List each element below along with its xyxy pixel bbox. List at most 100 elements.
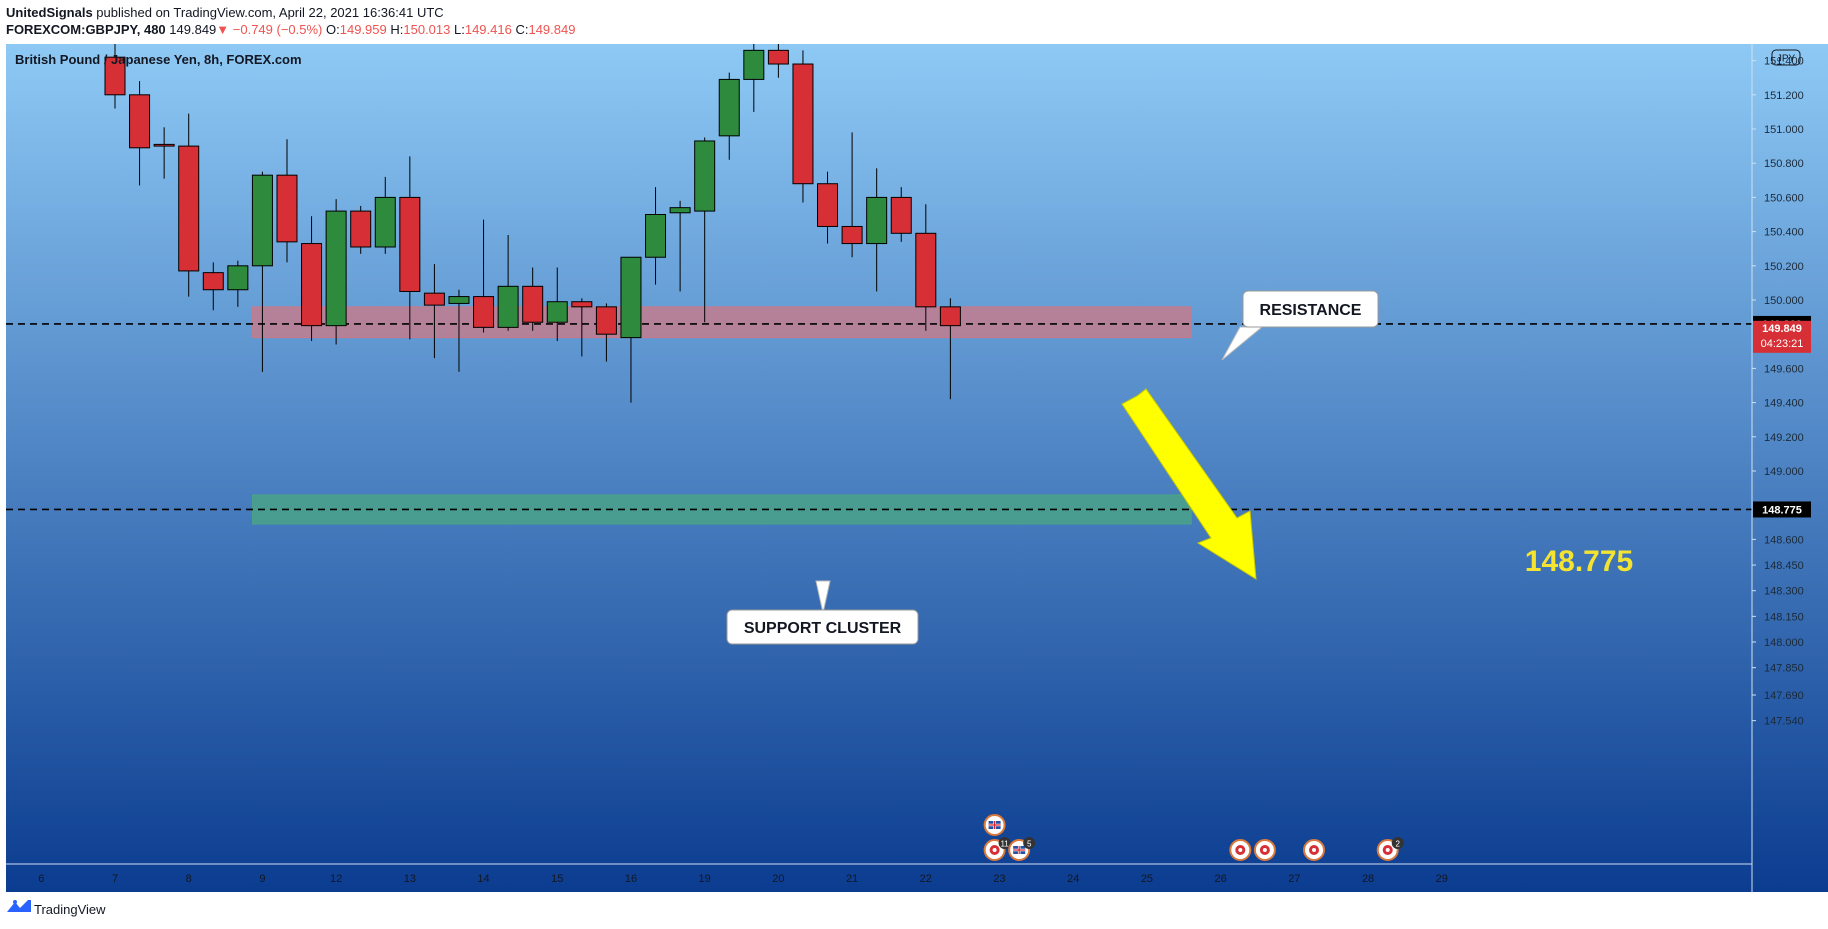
x-tick-label: 16 bbox=[625, 873, 637, 885]
x-tick-label: 6 bbox=[38, 873, 44, 885]
candle-body bbox=[129, 94, 151, 149]
candle[interactable] bbox=[571, 298, 593, 357]
low-value: 149.416 bbox=[464, 22, 512, 37]
candle[interactable] bbox=[178, 113, 200, 297]
candle[interactable] bbox=[915, 204, 937, 331]
x-tick-label: 19 bbox=[699, 873, 711, 885]
resistance-zone[interactable] bbox=[252, 306, 1192, 339]
y-tick-label: 149.400 bbox=[1764, 398, 1804, 410]
price-chart[interactable]: RESISTANCE SUPPORT CLUSTER 148.775 11 5 2 6 7… bbox=[0, 44, 1828, 892]
target-arrow[interactable] bbox=[1121, 388, 1257, 580]
candle[interactable] bbox=[890, 187, 912, 242]
candle[interactable] bbox=[669, 200, 691, 292]
last-price-label: 149.849 bbox=[1762, 323, 1802, 335]
y-tick-label: 149.000 bbox=[1764, 466, 1804, 478]
chart-area[interactable]: RESISTANCE SUPPORT CLUSTER 148.775 11 5 2 6 7… bbox=[0, 44, 1828, 892]
candle[interactable] bbox=[595, 303, 617, 362]
candle-body bbox=[767, 49, 789, 65]
price-change: ▼ −0.749 (−0.5%) bbox=[216, 22, 323, 37]
candle[interactable] bbox=[866, 168, 888, 292]
candle[interactable] bbox=[325, 199, 347, 345]
candle-body bbox=[399, 196, 421, 292]
y-tick-label: 151.200 bbox=[1764, 90, 1804, 102]
y-tick-label: 147.540 bbox=[1764, 716, 1804, 728]
candle[interactable] bbox=[399, 156, 421, 340]
y-tick-label: 148.450 bbox=[1764, 560, 1804, 572]
candle[interactable] bbox=[546, 267, 568, 342]
tradingview-logo-icon[interactable] bbox=[6, 898, 32, 914]
candle[interactable] bbox=[448, 289, 470, 372]
candle[interactable] bbox=[694, 137, 716, 323]
candle[interactable] bbox=[718, 72, 740, 160]
high-label: H: bbox=[390, 22, 404, 37]
candle[interactable] bbox=[423, 264, 445, 359]
currency-badge[interactable]: JPY bbox=[1771, 49, 1801, 66]
candle[interactable] bbox=[129, 81, 151, 186]
candle[interactable] bbox=[104, 44, 126, 109]
candle-body bbox=[178, 145, 200, 272]
candle[interactable] bbox=[251, 171, 273, 372]
candle[interactable] bbox=[227, 260, 249, 307]
x-tick-label: 8 bbox=[186, 873, 192, 885]
candle[interactable] bbox=[743, 44, 765, 112]
candle[interactable] bbox=[202, 262, 224, 311]
candle[interactable] bbox=[350, 205, 372, 254]
chart-header: UnitedSignals published on TradingView.c… bbox=[0, 0, 1828, 44]
candle[interactable] bbox=[841, 132, 863, 258]
x-tick-label: 22 bbox=[920, 873, 932, 885]
high-value: 150.013 bbox=[403, 22, 451, 37]
y-tick-label: 148.600 bbox=[1764, 534, 1804, 546]
candle-body bbox=[817, 183, 839, 227]
candle[interactable] bbox=[792, 50, 814, 203]
support-callout-box[interactable] bbox=[726, 609, 919, 645]
y-tick-label: 151.000 bbox=[1764, 124, 1804, 136]
event-count: 11 bbox=[1000, 840, 1009, 849]
publish-text: published on TradingView.com, April 22, … bbox=[92, 5, 444, 20]
target-price-label: 148.775 bbox=[1525, 545, 1633, 578]
x-tick-label: 21 bbox=[846, 873, 858, 885]
x-tick-label: 28 bbox=[1362, 873, 1374, 885]
y-tick-label: 149.600 bbox=[1764, 363, 1804, 375]
candle[interactable] bbox=[473, 219, 495, 333]
economic-event-uk-icon[interactable]: 5 bbox=[1008, 837, 1036, 861]
y-tick-label: 150.400 bbox=[1764, 227, 1804, 239]
economic-event-icon[interactable] bbox=[1303, 839, 1326, 861]
candle-body bbox=[595, 306, 617, 335]
candle[interactable] bbox=[276, 139, 298, 263]
x-tick-label: 7 bbox=[112, 873, 118, 885]
economic-event-icon[interactable] bbox=[1253, 839, 1276, 861]
candle-body bbox=[890, 196, 912, 234]
candle[interactable] bbox=[645, 187, 667, 285]
candle[interactable] bbox=[939, 298, 961, 400]
candle-body bbox=[301, 243, 323, 327]
candle[interactable] bbox=[522, 267, 544, 331]
resistance-callout-box[interactable] bbox=[1242, 290, 1379, 328]
candle[interactable] bbox=[767, 44, 789, 78]
candle[interactable] bbox=[153, 127, 175, 179]
candle-body bbox=[276, 174, 298, 243]
candle[interactable] bbox=[817, 171, 839, 244]
candle[interactable] bbox=[301, 216, 323, 342]
publisher-name[interactable]: UnitedSignals bbox=[6, 5, 93, 20]
tradingview-brand[interactable]: TradingView bbox=[34, 902, 106, 917]
candle-body bbox=[522, 285, 544, 323]
support-zone[interactable] bbox=[252, 494, 1192, 525]
x-tick-label: 26 bbox=[1215, 873, 1227, 885]
candle[interactable] bbox=[497, 235, 519, 331]
economic-event-icon[interactable]: 11 bbox=[983, 837, 1011, 861]
candle-body bbox=[546, 301, 568, 323]
candle-body bbox=[350, 210, 372, 248]
candle[interactable] bbox=[374, 176, 396, 254]
candle-body bbox=[423, 292, 445, 306]
candle-body bbox=[743, 49, 765, 80]
economic-event-uk-icon[interactable] bbox=[983, 814, 1006, 836]
economic-event-icon[interactable]: 2 bbox=[1376, 837, 1404, 861]
x-tick-label: 15 bbox=[551, 873, 563, 885]
candle[interactable] bbox=[620, 256, 642, 403]
footer: TradingView bbox=[0, 892, 1828, 929]
economic-event-icon[interactable] bbox=[1229, 839, 1252, 861]
event-count: 2 bbox=[1395, 840, 1400, 849]
open-value: 149.959 bbox=[339, 22, 387, 37]
x-tick-label: 27 bbox=[1288, 873, 1300, 885]
y-tick-label: 150.600 bbox=[1764, 192, 1804, 204]
